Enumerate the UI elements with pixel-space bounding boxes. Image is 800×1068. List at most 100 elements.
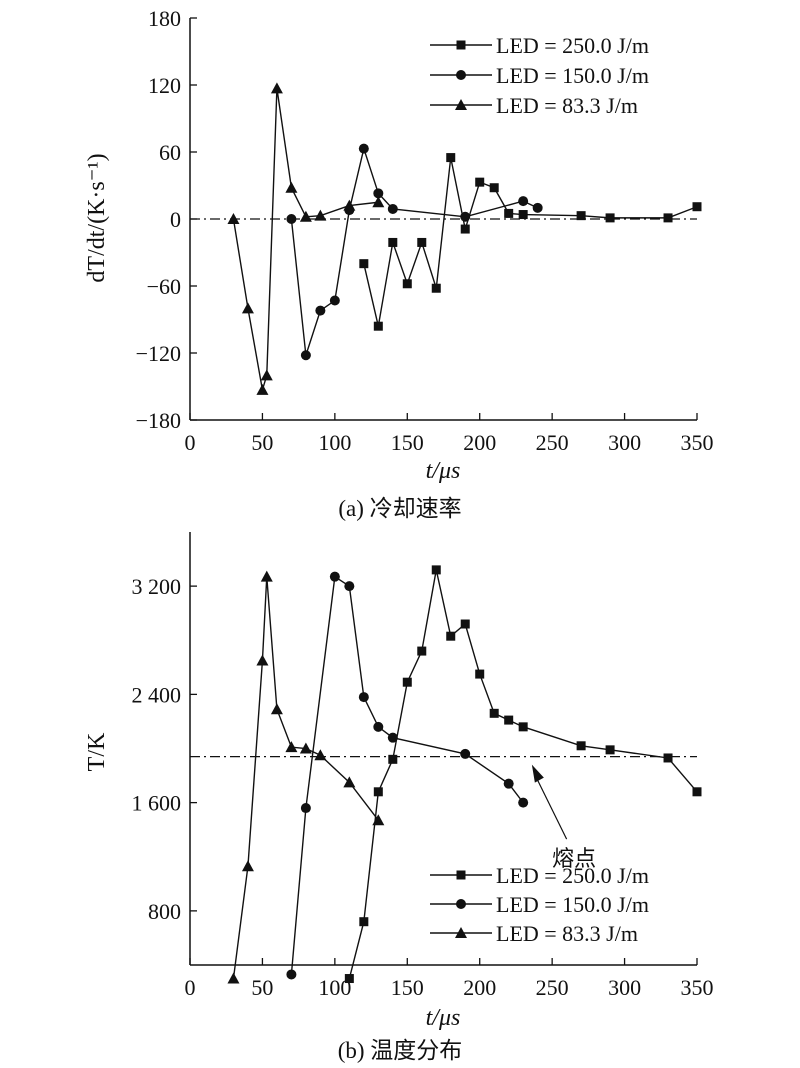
series-line [290,146,538,356]
x-tick-label: 350 [681,430,714,455]
data-point [402,677,412,687]
data-point [343,776,356,788]
x-tick-label: 250 [536,975,569,1000]
series-line [232,88,379,391]
data-point [460,748,471,759]
x-tick-label: 300 [608,430,641,455]
y-tick-label: 120 [148,73,181,98]
y-tick-label: 800 [148,899,181,924]
series-line [232,576,379,979]
panel-a-cooling-rate-chart: dT/dt/(K·s⁻¹) t/μs (a) 冷却速率 LED = 250.0 … [84,6,714,521]
data-point [359,917,369,927]
data-point [489,183,499,193]
series-line [290,575,524,975]
legend-label: LED = 250.0 J/m [496,863,649,888]
panel-b-temperature-chart: T/K t/μs (b) 温度分布 LED = 250.0 J/m LED = 1… [84,532,714,1063]
data-point [373,188,384,199]
data-point [300,803,311,814]
data-point [576,741,586,751]
data-point [227,972,240,984]
data-point [387,732,398,743]
legend-label: LED = 83.3 J/m [496,921,638,946]
data-point [388,754,398,764]
data-point [518,797,529,808]
data-point [460,619,470,629]
melting-point-label: 熔点 [552,846,596,871]
data-point [388,237,398,247]
data-point [489,708,499,718]
data-point [504,715,514,725]
data-point [358,692,369,703]
data-point [475,669,485,679]
data-point [373,321,383,331]
data-point [372,196,385,208]
x-tick-label: 0 [185,975,196,1000]
data-point [314,209,327,221]
data-point [431,283,441,293]
legend-label: LED = 150.0 J/m [496,63,649,88]
data-point [417,237,427,247]
data-point [260,369,273,381]
data-point [300,350,311,361]
x-tick-label: 50 [251,430,273,455]
y-axis-label-text-a: dT/dt/(K·s⁻¹) [84,153,110,282]
y-tick-label: 2 400 [132,682,182,707]
legend-marker [455,927,467,938]
legend-marker [455,99,467,110]
data-point [270,703,283,715]
melting-point-arrowhead [531,764,544,783]
data-point [460,211,471,222]
data-point [286,214,297,224]
data-point [576,211,586,221]
data-point [605,213,615,223]
y-tick-label: 60 [159,140,181,165]
data-point [256,654,269,666]
x-tick-label: 250 [536,430,569,455]
legend-a: LED = 250.0 J/m LED = 150.0 J/m LED = 83.3… [430,33,649,118]
data-point [373,787,383,797]
x-tick-label: 200 [463,430,496,455]
data-point [532,202,543,213]
x-tick-label: 0 [185,430,196,455]
data-point [358,143,369,154]
y-tick-label: 180 [148,6,181,31]
data-point [270,82,283,94]
legend-marker [456,870,466,880]
data-point [387,203,398,214]
data-point [285,181,298,193]
series-line [348,569,698,979]
data-point [299,210,312,222]
x-tick-label: 350 [681,975,714,1000]
caption-a: (a) 冷却速率 [338,496,461,521]
legend-b: LED = 250.0 J/m LED = 150.0 J/m LED = 83.3… [430,863,649,946]
legend-label: LED = 150.0 J/m [496,892,649,917]
y-axis-label-text-b: T/K [84,732,110,771]
data-point [241,860,254,872]
x-tick-label: 300 [608,975,641,1000]
caption-b: (b) 温度分布 [338,1038,463,1063]
series-line [363,157,698,327]
data-point [446,153,456,163]
data-point [241,302,254,314]
legend-marker [456,40,466,50]
y-tick-label: −180 [136,408,181,433]
data-point [285,741,298,753]
data-point [286,969,297,980]
x-tick-label: 100 [318,430,351,455]
data-point [299,742,312,754]
data-point [343,199,356,211]
data-point [663,753,673,763]
data-point [260,570,273,582]
data-point [431,565,441,575]
y-axis-label-a: dT/dt/(K·s⁻¹) [84,153,110,282]
data-point [372,814,385,826]
data-point [460,224,470,234]
data-point [344,974,354,984]
data-point [518,722,528,732]
data-point [692,787,702,797]
x-axis-label-a: t/μs [426,458,461,484]
data-point [663,213,673,223]
data-point [227,213,240,224]
legend-marker [456,899,466,909]
